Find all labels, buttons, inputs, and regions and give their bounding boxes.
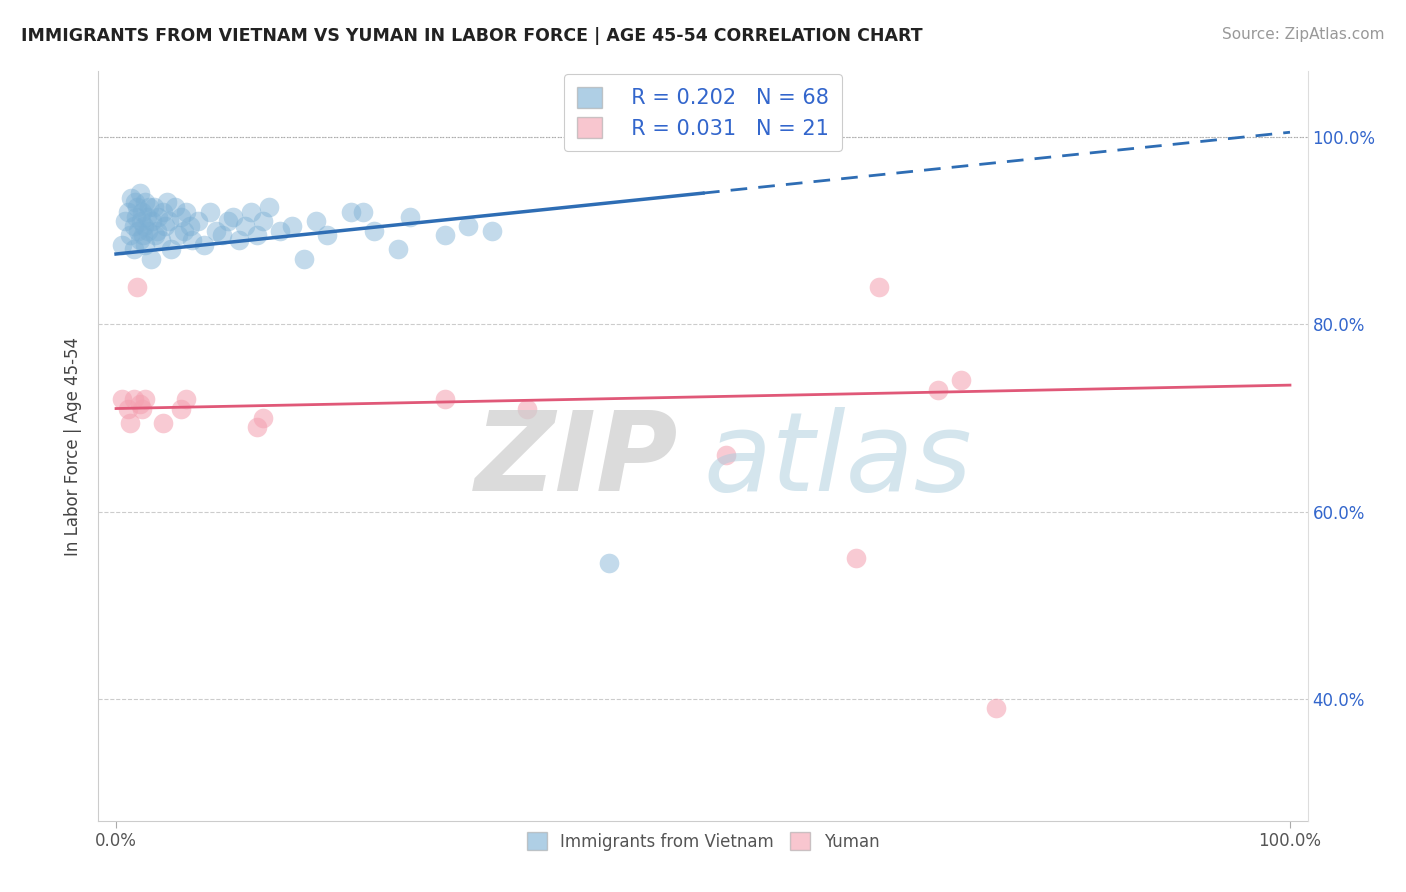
Point bbox=[146, 224, 169, 238]
Point bbox=[352, 205, 374, 219]
Point bbox=[198, 205, 221, 219]
Point bbox=[128, 186, 150, 201]
Point bbox=[457, 219, 479, 233]
Point bbox=[179, 219, 201, 233]
Point bbox=[117, 401, 139, 416]
Point bbox=[387, 243, 409, 257]
Point bbox=[136, 224, 159, 238]
Point bbox=[122, 243, 145, 257]
Point bbox=[845, 551, 868, 566]
Point bbox=[281, 219, 304, 233]
Text: IMMIGRANTS FROM VIETNAM VS YUMAN IN LABOR FORCE | AGE 45-54 CORRELATION CHART: IMMIGRANTS FROM VIETNAM VS YUMAN IN LABO… bbox=[21, 27, 922, 45]
Point bbox=[269, 224, 291, 238]
Point bbox=[163, 200, 186, 214]
Point bbox=[169, 401, 191, 416]
Point bbox=[120, 416, 142, 430]
Point bbox=[246, 420, 269, 434]
Point bbox=[142, 200, 165, 214]
Point bbox=[122, 392, 145, 407]
Point bbox=[160, 243, 183, 257]
Point bbox=[143, 228, 166, 243]
Point bbox=[228, 233, 250, 247]
Point bbox=[117, 205, 139, 219]
Y-axis label: In Labor Force | Age 45-54: In Labor Force | Age 45-54 bbox=[65, 336, 83, 556]
Point bbox=[868, 280, 890, 294]
Point bbox=[222, 210, 245, 224]
Point bbox=[316, 228, 339, 243]
Point bbox=[240, 205, 263, 219]
Text: atlas: atlas bbox=[703, 408, 972, 515]
Point bbox=[124, 195, 146, 210]
Point bbox=[138, 200, 160, 214]
Point bbox=[187, 214, 209, 228]
Point bbox=[176, 392, 198, 407]
Point bbox=[134, 195, 156, 210]
Point bbox=[398, 210, 420, 224]
Point bbox=[233, 219, 256, 233]
Point bbox=[127, 224, 149, 238]
Point bbox=[257, 200, 280, 214]
Text: Source: ZipAtlas.com: Source: ZipAtlas.com bbox=[1222, 27, 1385, 42]
Point bbox=[120, 191, 142, 205]
Point bbox=[157, 214, 180, 228]
Point bbox=[111, 392, 134, 407]
Point bbox=[481, 224, 503, 238]
Point bbox=[111, 237, 134, 252]
Point bbox=[128, 233, 150, 247]
Point bbox=[135, 210, 157, 224]
Point bbox=[122, 219, 145, 233]
Point bbox=[950, 374, 973, 388]
Point bbox=[134, 237, 156, 252]
Point bbox=[246, 228, 269, 243]
Text: ZIP: ZIP bbox=[475, 408, 679, 515]
Point bbox=[155, 195, 177, 210]
Point bbox=[152, 416, 174, 430]
Point bbox=[131, 401, 153, 416]
Point bbox=[134, 392, 156, 407]
Point bbox=[120, 228, 142, 243]
Point bbox=[252, 411, 274, 425]
Point bbox=[132, 228, 155, 243]
Point bbox=[363, 224, 385, 238]
Point bbox=[217, 214, 239, 228]
Point bbox=[204, 224, 226, 238]
Point bbox=[127, 200, 149, 214]
Point bbox=[141, 252, 163, 266]
Point bbox=[125, 210, 148, 224]
Point bbox=[986, 701, 1008, 715]
Point bbox=[292, 252, 315, 266]
Point bbox=[148, 210, 170, 224]
Point bbox=[516, 401, 538, 416]
Point bbox=[181, 233, 204, 247]
Point bbox=[141, 214, 163, 228]
Point bbox=[176, 205, 198, 219]
Point bbox=[131, 205, 153, 219]
Point bbox=[134, 219, 156, 233]
Legend: Immigrants from Vietnam, Yuman: Immigrants from Vietnam, Yuman bbox=[520, 826, 886, 857]
Point bbox=[155, 219, 177, 233]
Point bbox=[433, 228, 456, 243]
Point bbox=[716, 449, 738, 463]
Point bbox=[433, 392, 456, 407]
Point bbox=[340, 205, 363, 219]
Point bbox=[169, 210, 191, 224]
Point bbox=[152, 205, 174, 219]
Point bbox=[167, 228, 190, 243]
Point bbox=[598, 556, 620, 570]
Point bbox=[128, 397, 150, 411]
Point bbox=[173, 224, 195, 238]
Point bbox=[304, 214, 326, 228]
Point bbox=[114, 214, 136, 228]
Point bbox=[129, 214, 152, 228]
Point bbox=[211, 228, 233, 243]
Point bbox=[149, 233, 172, 247]
Point bbox=[193, 237, 215, 252]
Point bbox=[127, 280, 149, 294]
Point bbox=[252, 214, 274, 228]
Point bbox=[927, 383, 949, 397]
